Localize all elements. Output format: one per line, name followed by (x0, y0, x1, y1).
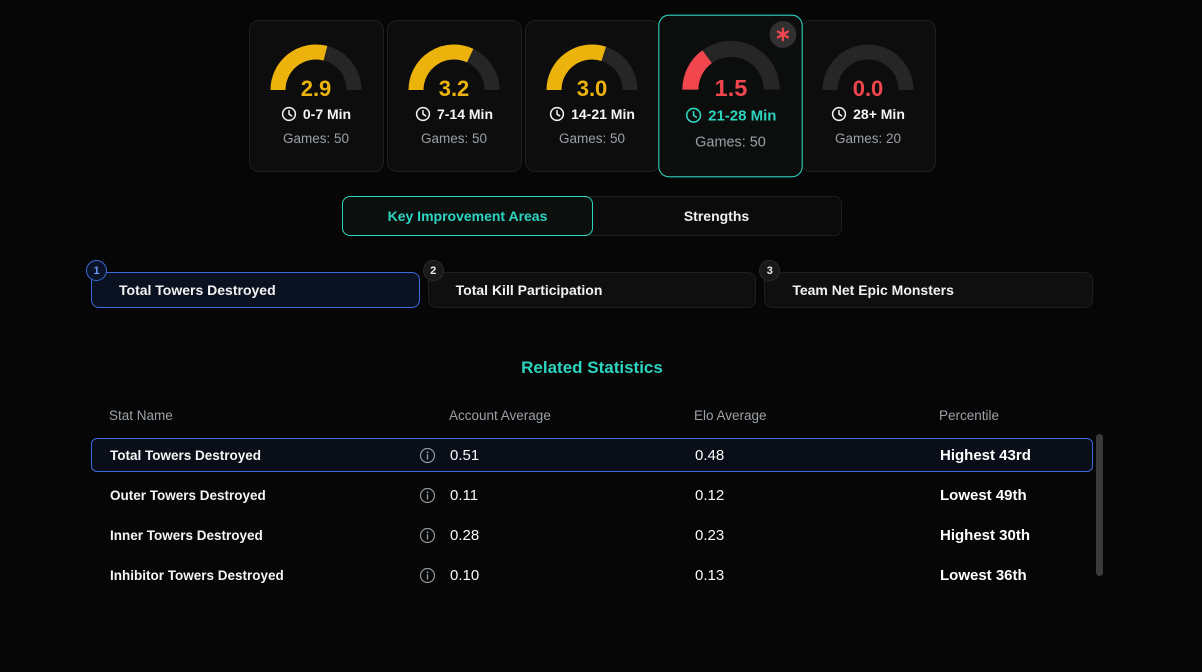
gauge-time-row: 7-14 Min (415, 106, 493, 122)
gauge-card-7-14-min[interactable]: 3.2 7-14 Min Games: 50 (386, 20, 522, 172)
improvement-item-team-net-epic-monsters[interactable]: 3 Team Net Epic Monsters (759, 260, 1093, 308)
gauge-range-label: 21-28 Min (707, 106, 776, 124)
table-row[interactable]: Inner Towers Destroyed 0.28 0.23 Highest… (91, 518, 1093, 552)
gauge-card-28+-min[interactable]: 0.0 28+ Min Games: 20 (800, 20, 936, 172)
gauge-chart: 3.2 (408, 44, 500, 101)
stat-info-button[interactable] (419, 567, 436, 584)
gauge-chart: 2.9 (270, 44, 362, 101)
item-label: Total Towers Destroyed (119, 282, 276, 298)
item-number-badge: 1 (86, 260, 107, 281)
related-statistics-table: Stat Name Account Average Elo Average Perce… (91, 404, 1103, 592)
clock-icon (684, 107, 701, 123)
info-icon (419, 447, 436, 463)
gauge-time-row: 28+ Min (831, 106, 905, 122)
stat-name: Total Towers Destroyed (110, 447, 262, 463)
clock-icon (415, 106, 431, 122)
info-icon (419, 527, 436, 543)
elo-average-value: 0.13 (695, 566, 725, 584)
gauge-chart: 3.0 (546, 44, 638, 101)
info-icon (419, 487, 436, 503)
improvement-item-total-kill-participation[interactable]: 2 Total Kill Participation (422, 260, 757, 308)
table-row[interactable]: Outer Towers Destroyed 0.11 0.12 Lowest … (91, 478, 1093, 512)
table-scrollbar[interactable] (1096, 434, 1103, 576)
gauge-card-21-28-min[interactable]: 1.5 21-28 Min Games: 50 (657, 14, 803, 178)
gauge-time-row: 21-28 Min (684, 107, 776, 124)
table-row[interactable]: Total Towers Destroyed 0.51 0.48 Highest… (91, 438, 1093, 472)
info-icon (419, 567, 436, 583)
item-number-badge: 2 (422, 260, 444, 281)
gauge-range-label: 0-7 Min (302, 106, 352, 122)
gauge-chart: 1.5 (681, 40, 779, 101)
percentile-value: Lowest 49th (940, 486, 1027, 504)
elo-average-value: 0.48 (695, 446, 725, 464)
dashboard: 2.9 0-7 Min Games: 50 3.2 7-14 Min Games… (86, 14, 1103, 592)
elo-average-value: 0.12 (695, 486, 725, 504)
gauge-fill-arc (270, 44, 328, 91)
gauge-value: 3.0 (577, 76, 608, 101)
gauge-games-label: Games: 50 (558, 131, 626, 146)
gauge-track-arc (822, 44, 914, 91)
stat-name: Inhibitor Towers Destroyed (110, 567, 284, 583)
column-header: Account Average (449, 407, 551, 423)
gauge-card-14-21-min[interactable]: 3.0 14-21 Min Games: 50 (524, 20, 660, 172)
tab-key-improvement-areas[interactable]: Key Improvement Areas (342, 196, 593, 236)
clock-icon (549, 106, 565, 122)
gauge-range-label: 7-14 Min (436, 106, 493, 122)
gauge-games-label: Games: 50 (694, 133, 766, 150)
table-header-row: Stat Name Account Average Elo Average Perce… (91, 404, 1093, 426)
item-label: Total Kill Participation (455, 282, 603, 298)
stat-name: Inner Towers Destroyed (110, 527, 263, 543)
gauge-fill-arc (546, 44, 607, 91)
improvement-item-total-towers-destroyed[interactable]: 1 Total Towers Destroyed (86, 260, 420, 308)
column-header: Elo Average (694, 407, 767, 423)
tab-label: Strengths (683, 208, 750, 224)
alert-badge (769, 21, 796, 48)
gauge-fill-arc (408, 44, 474, 91)
gauge-time-row: 14-21 Min (549, 106, 635, 122)
gauge-games-label: Games: 50 (282, 131, 350, 146)
gauge-value: 1.5 (714, 75, 747, 101)
column-header: Stat Name (109, 407, 173, 423)
clock-icon (281, 106, 297, 122)
stat-name: Outer Towers Destroyed (110, 487, 266, 503)
tab-label: Key Improvement Areas (387, 208, 548, 224)
gauge-card-0-7-min[interactable]: 2.9 0-7 Min Games: 50 (248, 20, 384, 172)
gauge-value: 3.2 (439, 76, 470, 101)
column-header: Percentile (939, 407, 1000, 423)
gauge-cards-row: 2.9 0-7 Min Games: 50 3.2 7-14 Min Games… (91, 14, 1093, 178)
stat-info-button[interactable] (419, 447, 436, 464)
gauge-range-label: 14-21 Min (571, 106, 635, 122)
account-average-value: 0.51 (450, 446, 480, 464)
improvement-items-row: 1 Total Towers Destroyed 2 Total Kill Pa… (86, 260, 1093, 308)
table-rows: Total Towers Destroyed 0.51 0.48 Highest… (91, 434, 1103, 592)
item-number-badge: 3 (759, 260, 781, 281)
item-label: Team Net Epic Monsters (792, 282, 954, 298)
gauge-range-label: 28+ Min (853, 106, 905, 122)
related-statistics-title: Related Statistics (521, 358, 663, 377)
stat-info-button[interactable] (419, 487, 436, 504)
gauge-time-row: 0-7 Min (281, 106, 351, 122)
table-row[interactable]: Inhibitor Towers Destroyed 0.10 0.13 Low… (91, 558, 1093, 592)
account-average-value: 0.28 (450, 526, 480, 544)
percentile-value: Highest 30th (940, 526, 1031, 544)
gauge-games-label: Games: 50 (420, 131, 488, 146)
account-average-value: 0.11 (450, 486, 479, 504)
elo-average-value: 0.23 (695, 526, 725, 544)
gauge-value: 0.0 (853, 76, 884, 101)
tabs-row: Key Improvement Areas Strengths (91, 196, 1093, 236)
gauge-chart: 0.0 (822, 44, 914, 101)
stat-info-button[interactable] (419, 527, 436, 544)
gauge-value: 2.9 (301, 76, 332, 101)
asterisk-icon (776, 27, 789, 42)
percentile-value: Highest 43rd (940, 446, 1031, 464)
account-average-value: 0.10 (450, 566, 480, 584)
gauge-games-label: Games: 20 (834, 131, 902, 146)
percentile-value: Lowest 36th (940, 566, 1027, 584)
gauge-fill-arc (681, 50, 712, 91)
clock-icon (831, 106, 847, 122)
tab-strengths[interactable]: Strengths (591, 196, 842, 236)
tab-group: Key Improvement Areas Strengths (342, 196, 842, 236)
